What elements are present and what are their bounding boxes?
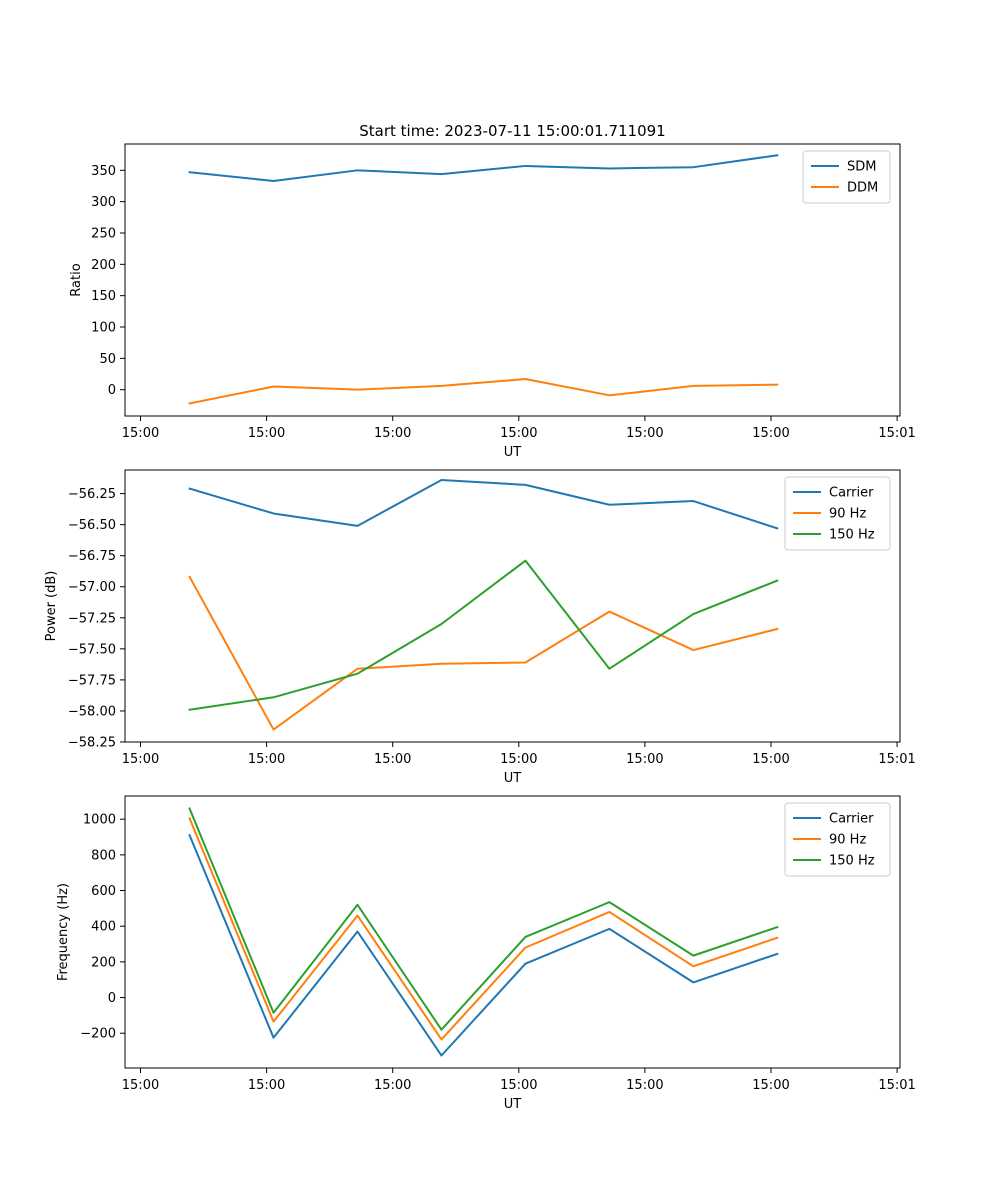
y-tick-label: −58.25 [68, 736, 116, 751]
y-tick-label: −58.00 [68, 704, 116, 719]
legend-box [784, 476, 891, 551]
legend-label: Carrier [829, 486, 874, 501]
x-tick-label: 15:00 [122, 752, 159, 767]
y-axis-label: Frequency (Hz) [56, 883, 71, 981]
y-tick-label: 350 [91, 164, 116, 179]
x-tick-label: 15:00 [374, 1078, 411, 1093]
y-axis-label: Ratio [69, 263, 84, 296]
y-tick-label: 200 [91, 258, 116, 273]
axes-frame [124, 795, 901, 1069]
y-tick-label: 250 [91, 226, 116, 241]
chart-title: Start time: 2023-07-11 15:00:01.711091 [359, 122, 665, 140]
x-tick-label: 15:00 [374, 752, 411, 767]
x-tick-label: 15:00 [752, 426, 789, 441]
x-tick-label: 15:00 [248, 752, 285, 767]
y-tick-label: −56.75 [68, 549, 116, 564]
y-tick-label: −57.50 [68, 642, 116, 657]
legend-label: 150 Hz [829, 528, 875, 543]
x-tick-label: 15:00 [500, 752, 537, 767]
series-line-90-hz [188, 575, 779, 731]
x-tick-label: 15:00 [626, 426, 663, 441]
x-tick-label: 15:00 [122, 1078, 159, 1093]
x-tick-label: 15:00 [248, 1078, 285, 1093]
x-tick-label: 15:01 [878, 426, 915, 441]
series-line-sdm [188, 154, 779, 182]
x-axis-label: UT [504, 771, 522, 786]
y-tick-label: 100 [91, 321, 116, 336]
series-line-150-hz [188, 559, 779, 711]
legend-box [784, 802, 891, 877]
y-tick-label: −57.00 [68, 580, 116, 595]
x-tick-label: 15:00 [500, 1078, 537, 1093]
y-tick-label: 800 [91, 848, 116, 863]
axes-frame [124, 469, 901, 743]
legend-label: Carrier [829, 812, 874, 827]
legend: Carrier 90 Hz 150 Hz [784, 802, 891, 877]
legend: Carrier 90 Hz 150 Hz [784, 476, 891, 551]
x-axis-label: UT [504, 445, 522, 460]
legend-label: SDM [847, 160, 876, 175]
y-tick-label: 300 [91, 195, 116, 210]
y-tick-label: 200 [91, 955, 116, 970]
y-tick-label: 50 [99, 352, 116, 367]
legend: SDM DDM [802, 150, 891, 204]
y-tick-label: 0 [108, 991, 116, 1006]
y-tick-label: 400 [91, 920, 116, 935]
series-line-carrier [188, 833, 779, 1057]
y-tick-label: 1000 [83, 813, 116, 828]
x-tick-label: 15:00 [500, 426, 537, 441]
y-tick-label: −57.75 [68, 673, 116, 688]
legend-label: 90 Hz [829, 833, 866, 848]
x-axis-label: UT [504, 1097, 522, 1112]
legend-label: DDM [847, 181, 878, 196]
y-tick-label: −56.25 [68, 487, 116, 502]
series-line-ddm [188, 378, 779, 405]
subplot-3: 15:00 15:00 15:00 15:00 15:00 15:00 15:01 −200 0… [56, 795, 916, 1112]
x-tick-label: 15:00 [248, 426, 285, 441]
series-line-carrier [188, 478, 779, 530]
x-tick-label: 15:01 [878, 752, 915, 767]
legend-label: 150 Hz [829, 854, 875, 869]
x-tick-label: 15:00 [752, 752, 789, 767]
x-tick-label: 15:00 [122, 426, 159, 441]
x-tick-label: 15:00 [752, 1078, 789, 1093]
y-tick-label: 150 [91, 289, 116, 304]
y-tick-label: −57.25 [68, 611, 116, 626]
subplot-1: 15:00 15:00 15:00 15:00 15:00 15:00 15:01 0 50 10… [69, 122, 916, 460]
legend-box [802, 150, 891, 204]
y-tick-label: −56.50 [68, 518, 116, 533]
x-tick-label: 15:00 [374, 426, 411, 441]
x-tick-label: 15:00 [626, 752, 663, 767]
subplot-2: 15:00 15:00 15:00 15:00 15:00 15:00 15:01 −58.2… [44, 469, 916, 786]
y-tick-label: −200 [80, 1027, 116, 1042]
x-tick-label: 15:00 [626, 1078, 663, 1093]
charts-root: 15:00 15:00 15:00 15:00 15:00 15:00 15:01 0 50 10… [44, 122, 916, 1112]
series-line-150-hz [188, 807, 779, 1031]
axes-frame [124, 143, 901, 417]
y-tick-label: 600 [91, 884, 116, 899]
series-line-90-hz [188, 816, 779, 1041]
y-tick-label: 0 [108, 383, 116, 398]
y-axis-label: Power (dB) [44, 571, 59, 642]
x-tick-label: 15:01 [878, 1078, 915, 1093]
legend-label: 90 Hz [829, 507, 866, 522]
